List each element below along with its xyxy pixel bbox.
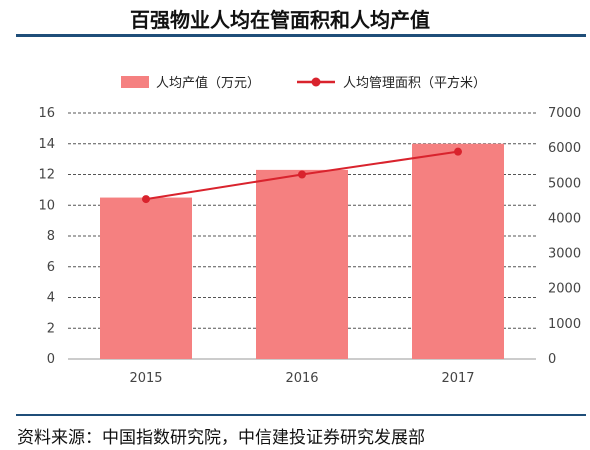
y-right-tick-label: 3000 <box>548 247 581 262</box>
y-left-tick-label: 4 <box>47 291 55 306</box>
y-right-tick-label: 0 <box>548 352 556 367</box>
x-tick-label: 2015 <box>129 371 162 386</box>
bar <box>256 169 348 359</box>
line-point <box>142 195 150 204</box>
source-note: 资料来源：中国指数研究院，中信建投证券研究发展部 <box>17 428 425 448</box>
legend-marker-line <box>311 77 321 87</box>
y-left-tick-label: 10 <box>38 198 55 213</box>
chart-title: 百强物业人均在管面积和人均产值 <box>130 8 430 32</box>
y-left-tick-label: 14 <box>38 137 55 152</box>
line-point <box>454 147 462 156</box>
bar <box>100 197 192 359</box>
legend-label-bar: 人均产值（万元） <box>156 75 260 91</box>
y-left-tick-label: 6 <box>47 260 55 275</box>
line-point <box>298 170 306 179</box>
y-right-tick-label: 7000 <box>548 106 581 121</box>
x-tick-label: 2017 <box>441 371 474 386</box>
source-divider <box>16 414 586 416</box>
title-divider <box>16 34 586 37</box>
y-left-tick-label: 16 <box>38 106 55 121</box>
y-right-tick-label: 1000 <box>548 317 581 332</box>
y-right-tick-label: 4000 <box>548 211 581 226</box>
y-right-tick-label: 5000 <box>548 176 581 191</box>
y-left-tick-label: 2 <box>47 321 55 336</box>
legend-swatch-bar <box>121 76 149 88</box>
legend-label-line: 人均管理面积（平方米） <box>343 75 486 91</box>
y-left-tick-label: 0 <box>47 352 55 367</box>
x-tick-label: 2016 <box>285 371 318 386</box>
y-right-tick-label: 2000 <box>548 282 581 297</box>
y-left-tick-label: 8 <box>47 229 55 244</box>
bar <box>412 143 504 359</box>
y-left-tick-label: 12 <box>38 168 55 183</box>
y-right-tick-label: 6000 <box>548 141 581 156</box>
